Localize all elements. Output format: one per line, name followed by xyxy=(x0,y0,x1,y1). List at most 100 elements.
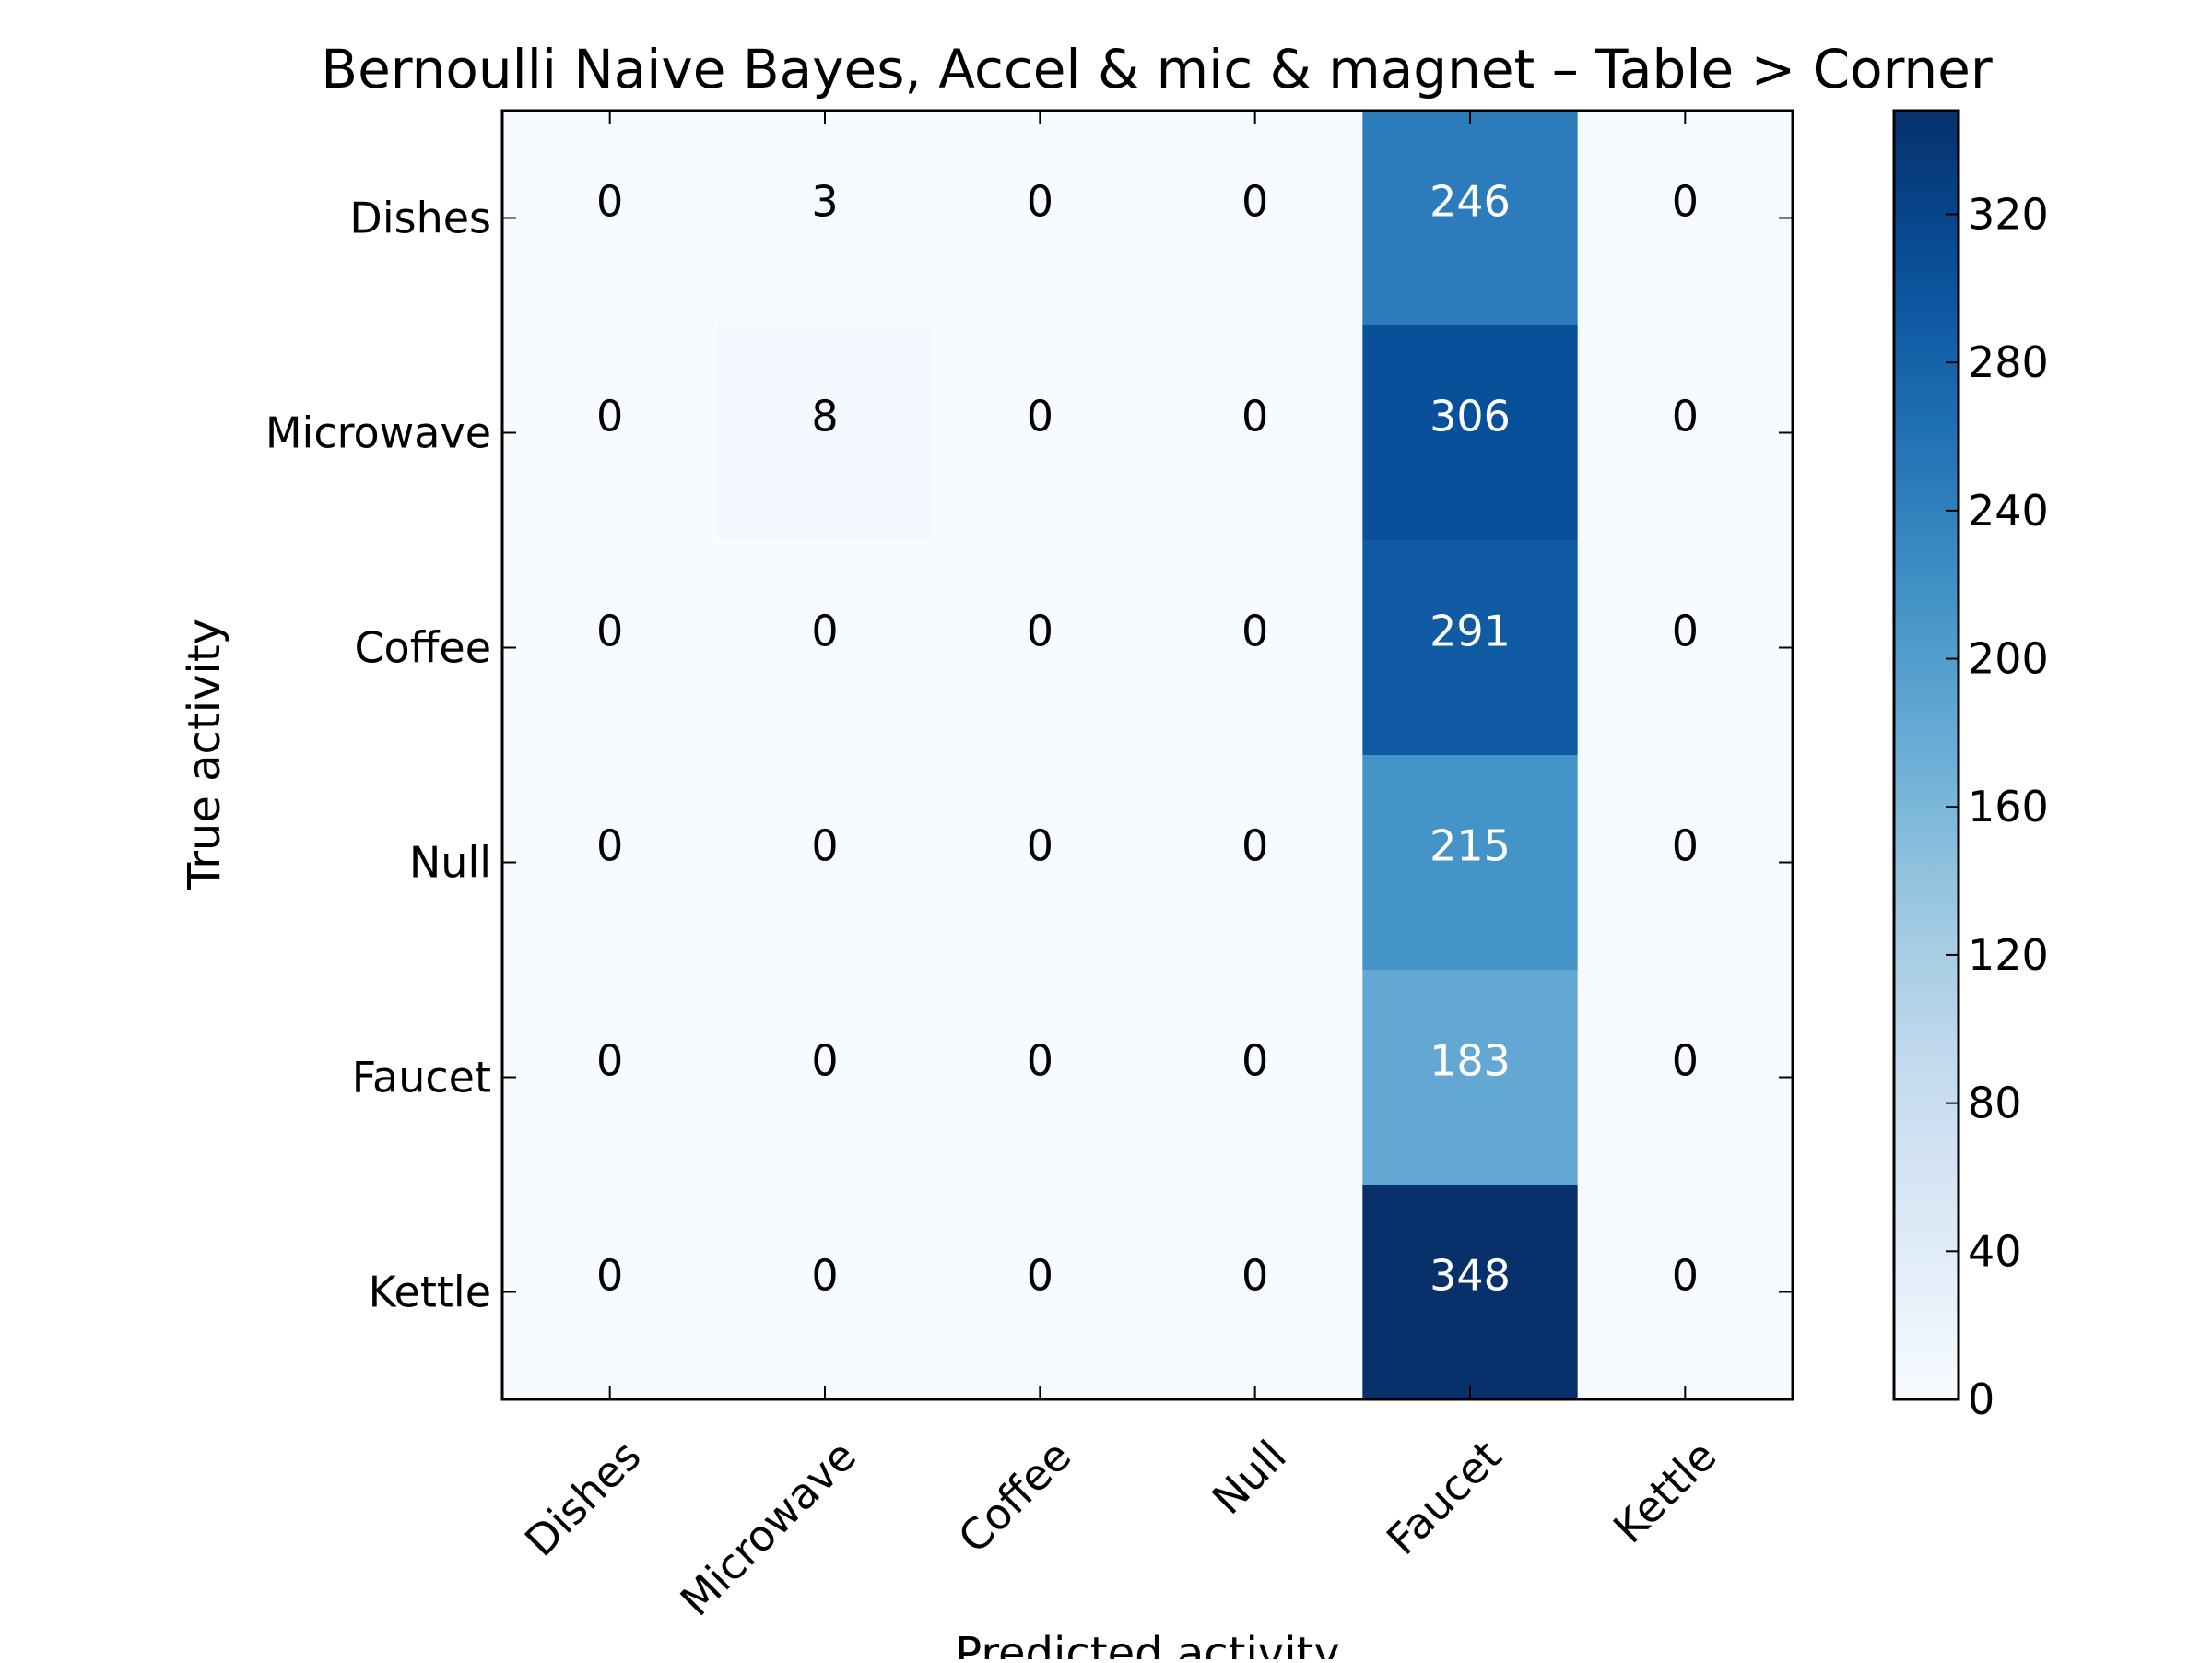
heatmap-cell xyxy=(1147,970,1363,1185)
cell-value-label: 0 xyxy=(1672,821,1699,871)
y-tick-label: Null xyxy=(409,838,491,888)
heatmap-cell xyxy=(717,540,934,756)
cell-value-label: 0 xyxy=(1027,392,1053,442)
heatmap-cell xyxy=(717,1185,934,1400)
heatmap-cell xyxy=(1147,1185,1363,1400)
heatmap-cell xyxy=(717,325,934,541)
heatmap-cell xyxy=(932,1185,1148,1400)
cell-value-label: 0 xyxy=(1241,177,1268,227)
heatmap-cell xyxy=(1362,755,1579,971)
y-tick-label: Coffee xyxy=(354,623,491,673)
colorbar-tick-label: 240 xyxy=(1968,486,2049,536)
cell-value-labels: 0 3 0 0 246 0 0 8 0 0 306 0 0 0 0 0 291 0 0 0 0 0 215 0 0 0 0 0 183 0… xyxy=(596,177,1699,1301)
heatmap-cell xyxy=(502,1185,718,1400)
colorbar-tick-label: 200 xyxy=(1968,634,2049,684)
cell-value-label: 183 xyxy=(1430,1036,1511,1086)
heatmap-cell xyxy=(1147,325,1363,541)
cell-value-label: 0 xyxy=(1241,1251,1268,1301)
heatmap-cell xyxy=(1577,325,1794,541)
cell-value-label: 306 xyxy=(1430,392,1511,442)
chart-title: Bernoulli Naive Bayes, Accel & mic & mag… xyxy=(321,38,1993,100)
colorbar-tick-label: 320 xyxy=(1968,189,2049,239)
heatmap-cell xyxy=(1147,111,1363,326)
y-tick-label: Kettle xyxy=(369,1268,491,1317)
heatmap-cell xyxy=(502,325,718,541)
cell-value-label: 246 xyxy=(1430,177,1511,227)
heatmap-cell xyxy=(717,111,934,326)
cell-value-label: 0 xyxy=(1027,821,1053,871)
cell-value-label: 0 xyxy=(596,821,623,871)
cell-value-label: 0 xyxy=(596,1251,623,1301)
colorbar-tick-label: 280 xyxy=(1968,337,2049,387)
x-tick-label: Null xyxy=(1203,1431,1296,1524)
heatmap-cells xyxy=(502,111,1794,1400)
plot-frame xyxy=(500,109,1794,1401)
cell-value-label: 0 xyxy=(596,1036,623,1086)
cell-value-label: 0 xyxy=(596,392,623,442)
colorbar: 0 40 80 120 160 200 240 280 320 xyxy=(1892,109,2049,1424)
heatmap-cell xyxy=(502,755,718,971)
cell-value-label: 0 xyxy=(811,607,838,656)
x-tick-label: Faucet xyxy=(1377,1431,1511,1564)
cell-value-label: 3 xyxy=(811,177,838,227)
cell-value-label: 215 xyxy=(1430,821,1511,871)
heatmap-cell xyxy=(932,970,1148,1185)
colorbar-tick-label: 0 xyxy=(1968,1374,1994,1424)
heatmap-cell xyxy=(1577,540,1794,756)
x-tick-label: Coffee xyxy=(948,1431,1080,1563)
cell-value-label: 0 xyxy=(1241,392,1268,442)
cell-value-label: 0 xyxy=(1241,821,1268,871)
cell-value-label: 0 xyxy=(1672,1251,1699,1301)
heatmap-cell xyxy=(1577,1185,1794,1400)
cell-value-label: 8 xyxy=(811,392,838,442)
y-tick-label: Dishes xyxy=(349,194,491,243)
cell-value-label: 291 xyxy=(1430,607,1511,656)
x-tick-label: Dishes xyxy=(515,1431,651,1566)
heatmap-cell xyxy=(1362,111,1579,326)
heatmap-cell xyxy=(1362,325,1579,541)
x-tick-label: Microwave xyxy=(671,1431,866,1626)
colorbar-tick-label: 80 xyxy=(1968,1079,2022,1128)
cell-value-label: 0 xyxy=(596,607,623,656)
cell-value-label: 0 xyxy=(811,821,838,871)
heatmap-cell xyxy=(1362,970,1579,1185)
cell-value-label: 0 xyxy=(1027,177,1053,227)
cell-value-label: 348 xyxy=(1430,1251,1511,1301)
cell-value-label: 0 xyxy=(811,1036,838,1086)
heatmap-cell xyxy=(932,540,1148,756)
cell-value-label: 0 xyxy=(811,1251,838,1301)
cell-value-label: 0 xyxy=(1027,1251,1053,1301)
cell-value-label: 0 xyxy=(1241,1036,1268,1086)
y-tick-label: Faucet xyxy=(352,1053,491,1103)
heatmap-cell xyxy=(502,970,718,1185)
y-tick-label: Microwave xyxy=(265,408,491,458)
heatmap-cell xyxy=(1577,970,1794,1185)
heatmap-cell xyxy=(717,970,934,1185)
heatmap-cell xyxy=(1577,755,1794,971)
heatmap-cell xyxy=(1577,111,1794,326)
cell-value-label: 0 xyxy=(1672,392,1699,442)
heatmap-cell xyxy=(1147,755,1363,971)
cell-value-label: 0 xyxy=(1027,607,1053,656)
heatmap-cell xyxy=(932,755,1148,971)
heatmap-cell xyxy=(502,111,718,326)
heatmap-cell xyxy=(1362,1185,1579,1400)
colorbar-tick-label: 120 xyxy=(1968,930,2049,980)
cell-value-label: 0 xyxy=(1241,607,1268,656)
y-axis-label: True activity xyxy=(179,619,230,890)
x-tick-label: Kettle xyxy=(1604,1431,1725,1552)
cell-value-label: 0 xyxy=(596,177,623,227)
cell-value-label: 0 xyxy=(1672,607,1699,656)
heatmap-cell xyxy=(502,540,718,756)
cell-value-label: 0 xyxy=(1672,177,1699,227)
heatmap-cell xyxy=(932,111,1148,326)
heatmap-cell xyxy=(932,325,1148,541)
colorbar-tick-label: 160 xyxy=(1968,782,2049,832)
x-axis-label: Predicted activity xyxy=(955,1628,1340,1659)
heatmap-cell xyxy=(1362,540,1579,756)
colorbar-tick-label: 40 xyxy=(1968,1226,2022,1276)
heatmap-cell xyxy=(717,755,934,971)
heatmap-cell xyxy=(1147,540,1363,756)
